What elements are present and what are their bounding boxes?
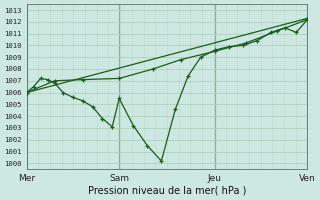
X-axis label: Pression niveau de la mer( hPa ): Pression niveau de la mer( hPa ): [88, 186, 246, 196]
